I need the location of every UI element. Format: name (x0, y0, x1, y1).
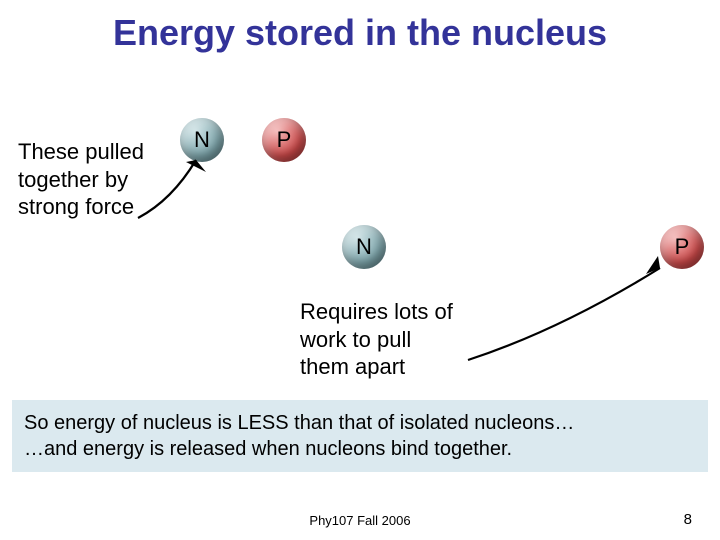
nucleon-n1: N (180, 118, 224, 162)
arrow-path (138, 160, 196, 218)
slide-title: Energy stored in the nucleus (0, 12, 720, 54)
arrow-head-icon (646, 256, 660, 274)
summary-line-2: …and energy is released when nucleons bi… (24, 436, 696, 462)
course-footer: Phy107 Fall 2006 (0, 513, 720, 528)
caption-right: Requires lots of work to pull them apart (300, 298, 453, 381)
summary-box: So energy of nucleus is LESS than that o… (12, 400, 708, 472)
summary-line-1: So energy of nucleus is LESS than that o… (24, 410, 696, 436)
nucleon-label: P (277, 127, 292, 153)
page-number: 8 (684, 511, 692, 528)
nucleon-label: P (675, 234, 690, 260)
nucleon-label: N (194, 127, 210, 153)
nucleon-label: N (356, 234, 372, 260)
nucleon-p2: P (660, 225, 704, 269)
arrow-apart (468, 256, 660, 360)
nucleon-n2: N (342, 225, 386, 269)
nucleon-p1: P (262, 118, 306, 162)
arrow-together (138, 160, 206, 218)
caption-left: These pulled together by strong force (18, 138, 144, 221)
arrow-path (468, 268, 660, 360)
